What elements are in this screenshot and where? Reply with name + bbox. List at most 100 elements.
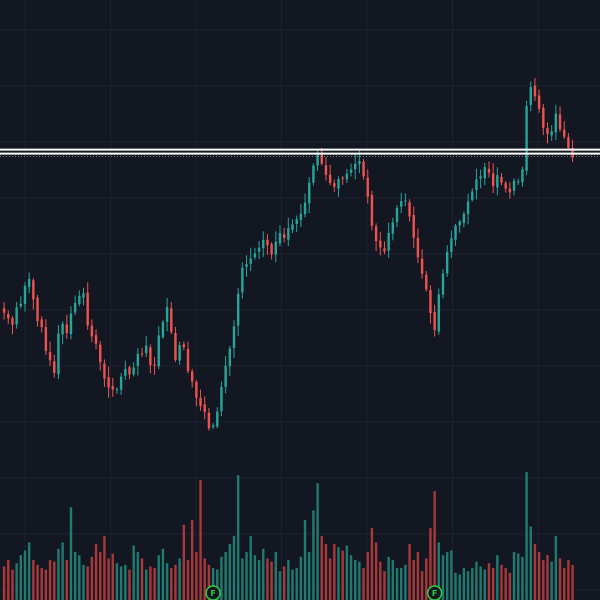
candle-body xyxy=(19,303,23,307)
candle-body xyxy=(32,280,35,300)
volume-bar xyxy=(370,528,374,600)
candle-body xyxy=(241,267,244,293)
volume-bar xyxy=(533,544,537,600)
candle-body xyxy=(103,363,106,379)
candle-body xyxy=(199,397,202,407)
volume-bar xyxy=(546,555,549,600)
volume-bar xyxy=(199,480,202,600)
volume-bar xyxy=(479,566,482,600)
candle-body xyxy=(508,188,512,193)
volume-bar xyxy=(153,568,156,600)
candle-body xyxy=(328,174,332,183)
candle-body xyxy=(65,324,68,334)
candle-body xyxy=(174,332,177,361)
event-marker-icon[interactable] xyxy=(426,585,443,600)
volume-bar xyxy=(249,536,252,600)
volume-bar xyxy=(15,563,18,600)
volume-bar xyxy=(349,555,353,600)
volume-bar xyxy=(395,568,399,600)
volume-bar xyxy=(537,552,541,600)
candle-body xyxy=(140,353,144,355)
volume-bar xyxy=(11,569,14,600)
price-level-lines[interactable] xyxy=(0,148,600,157)
volume-bar xyxy=(140,558,144,600)
volume-bar xyxy=(7,560,10,600)
candle-body xyxy=(232,326,236,349)
volume-bar xyxy=(165,563,169,600)
volume-bar xyxy=(420,571,424,600)
candle-body xyxy=(471,191,474,201)
volume-bar xyxy=(287,560,290,600)
event-marker-label[interactable]: F xyxy=(432,589,437,598)
volume-bar xyxy=(383,571,386,600)
candle-body xyxy=(412,214,415,238)
candle-body xyxy=(475,179,478,191)
volume-bar xyxy=(232,536,236,600)
volume-bar xyxy=(454,572,457,600)
volume-bar xyxy=(550,561,553,600)
candle-body xyxy=(128,367,131,375)
volume-bar xyxy=(236,475,240,600)
volume-bar xyxy=(328,558,332,600)
candle-body xyxy=(391,222,395,234)
candle-body xyxy=(383,248,386,252)
event-marker-label[interactable]: F xyxy=(210,589,215,598)
volume-bar xyxy=(437,542,441,600)
volume-bar xyxy=(224,552,227,600)
candle-body xyxy=(563,129,566,137)
candle-body xyxy=(454,225,457,240)
volume-bar xyxy=(178,558,181,600)
volume-bar xyxy=(391,560,395,600)
candle-body xyxy=(153,364,156,366)
candle-body xyxy=(341,177,344,179)
candle-body xyxy=(512,180,516,191)
volume-bar xyxy=(90,556,94,600)
price-candles xyxy=(2,77,574,431)
volume-bar xyxy=(558,558,562,600)
candle-body xyxy=(57,333,60,375)
candle-body xyxy=(567,137,570,148)
volume-bar xyxy=(433,491,436,600)
volume-bars xyxy=(2,472,574,600)
volume-bar xyxy=(119,566,123,600)
candle-body xyxy=(253,253,257,258)
volume-bar xyxy=(157,555,160,600)
candle-body xyxy=(228,348,232,367)
candle-body xyxy=(354,163,357,170)
candle-body xyxy=(99,344,102,363)
candle-body xyxy=(345,173,349,180)
volume-bar xyxy=(73,552,77,600)
volume-bar xyxy=(521,556,524,600)
candle-body xyxy=(236,293,240,326)
volume-bar xyxy=(128,569,131,600)
volume-bar xyxy=(182,524,186,600)
volume-bar xyxy=(462,568,466,600)
volume-bar xyxy=(542,560,545,600)
volume-bar xyxy=(345,545,349,600)
candle-body xyxy=(500,176,503,183)
candle-body xyxy=(299,213,303,220)
volume-bar xyxy=(412,560,415,600)
volume-bar xyxy=(399,568,403,600)
candle-body xyxy=(303,202,307,215)
volume-bar xyxy=(174,564,177,600)
candle-body xyxy=(408,202,411,217)
volume-bar xyxy=(44,569,48,600)
volume-bar xyxy=(512,552,516,600)
volume-bar xyxy=(145,569,148,600)
volume-bar xyxy=(27,542,31,600)
candle-body xyxy=(165,306,169,322)
candle-body xyxy=(312,165,315,183)
candle-body xyxy=(23,285,27,304)
candle-body xyxy=(324,165,328,175)
volume-bar xyxy=(471,568,474,600)
candle-body xyxy=(245,264,248,267)
candle-body xyxy=(178,345,181,361)
candle-body xyxy=(295,219,298,224)
candle-body xyxy=(491,173,495,187)
event-marker-icon[interactable] xyxy=(205,585,221,600)
volume-bar xyxy=(111,553,114,600)
volume-bar xyxy=(190,520,194,600)
